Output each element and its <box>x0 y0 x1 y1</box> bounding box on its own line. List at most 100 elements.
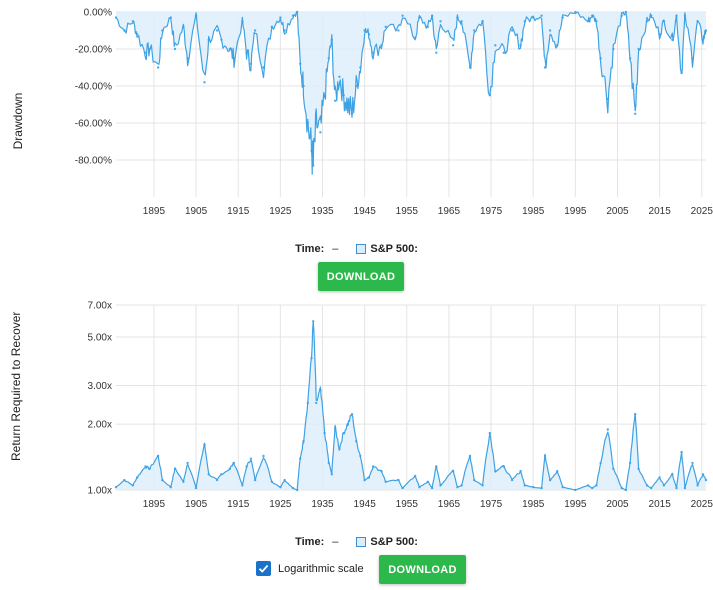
drawdown-data-point[interactable] <box>548 29 552 32</box>
drawdown-data-point[interactable] <box>380 44 383 47</box>
recover-data-point[interactable] <box>418 486 421 489</box>
drawdown-data-point[interactable] <box>350 112 354 116</box>
drawdown-data-point[interactable] <box>435 51 438 54</box>
drawdown-data-point[interactable] <box>675 14 678 17</box>
drawdown-data-point[interactable] <box>430 14 434 17</box>
log-scale-label[interactable]: Logarithmic scale <box>278 562 364 575</box>
drawdown-data-point[interactable] <box>418 16 421 19</box>
recover-data-point[interactable] <box>148 467 151 470</box>
recover-data-point[interactable] <box>662 484 666 487</box>
drawdown-data-point[interactable] <box>481 20 484 23</box>
recover-data-point[interactable] <box>283 478 286 482</box>
drawdown-legend-swatch[interactable] <box>356 244 367 254</box>
drawdown-data-point[interactable] <box>161 29 164 32</box>
recover-legend-series-label[interactable]: S&P 500: <box>370 536 418 548</box>
recover-data-point[interactable] <box>532 486 535 489</box>
recover-data-point[interactable] <box>397 478 400 482</box>
recover-data-point[interactable] <box>270 480 274 483</box>
recover-data-point[interactable] <box>306 401 309 405</box>
drawdown-data-point[interactable] <box>327 57 330 60</box>
recover-data-point[interactable] <box>591 486 594 490</box>
recover-data-point[interactable] <box>253 478 257 482</box>
recover-data-point[interactable] <box>144 465 147 468</box>
drawdown-data-point[interactable] <box>241 20 244 23</box>
recover-data-point[interactable] <box>186 461 189 465</box>
recover-data-point[interactable] <box>628 461 632 465</box>
drawdown-data-point[interactable] <box>228 47 231 51</box>
recover-data-point[interactable] <box>696 484 699 487</box>
recover-data-point[interactable] <box>414 474 417 478</box>
drawdown-data-point[interactable] <box>249 62 253 65</box>
drawdown-data-point[interactable] <box>384 25 387 28</box>
drawdown-data-point[interactable] <box>460 20 463 23</box>
drawdown-data-point[interactable] <box>342 94 345 97</box>
recover-data-point[interactable] <box>182 480 185 483</box>
drawdown-data-point[interactable] <box>612 47 615 51</box>
drawdown-data-point[interactable] <box>561 16 564 19</box>
recover-data-point[interactable] <box>135 476 139 479</box>
drawdown-data-point[interactable] <box>624 10 628 14</box>
drawdown-data-point[interactable] <box>599 57 602 60</box>
recover-legend-swatch[interactable] <box>356 537 367 547</box>
recover-data-point[interactable] <box>262 454 265 458</box>
drawdown-data-point[interactable] <box>606 97 609 101</box>
recover-data-point[interactable] <box>556 469 559 473</box>
recover-data-point[interactable] <box>371 465 375 468</box>
drawdown-data-point[interactable] <box>346 103 349 106</box>
drawdown-data-point[interactable] <box>359 66 362 69</box>
recover-data-point[interactable] <box>456 486 459 489</box>
drawdown-data-point[interactable] <box>253 29 257 32</box>
drawdown-data-point[interactable] <box>330 38 333 41</box>
recover-data-point[interactable] <box>232 461 236 465</box>
drawdown-data-point[interactable] <box>637 47 640 51</box>
drawdown-data-point[interactable] <box>543 66 547 69</box>
drawdown-data-point[interactable] <box>319 131 322 134</box>
recover-data-point[interactable] <box>650 486 653 490</box>
recover-data-point[interactable] <box>156 454 160 458</box>
drawdown-data-point[interactable] <box>658 33 661 36</box>
recover-data-point[interactable] <box>473 478 476 482</box>
drawdown-data-point[interactable] <box>144 51 147 54</box>
drawdown-data-point[interactable] <box>148 47 151 51</box>
drawdown-data-point[interactable] <box>662 20 666 23</box>
recover-data-point[interactable] <box>312 320 315 323</box>
drawdown-data-point[interactable] <box>595 20 598 23</box>
recover-data-point[interactable] <box>435 465 438 468</box>
drawdown-data-point[interactable] <box>468 66 472 69</box>
drawdown-data-point[interactable] <box>323 94 326 97</box>
recover-data-point[interactable] <box>701 473 705 476</box>
drawdown-data-point[interactable] <box>245 51 248 54</box>
drawdown-data-point[interactable] <box>296 10 299 14</box>
drawdown-data-point[interactable] <box>123 29 126 32</box>
drawdown-data-point[interactable] <box>279 16 282 19</box>
drawdown-data-point[interactable] <box>680 71 683 75</box>
drawdown-data-point[interactable] <box>456 16 459 19</box>
drawdown-data-point[interactable] <box>131 20 135 23</box>
recover-data-point[interactable] <box>502 465 505 468</box>
recover-data-point[interactable] <box>675 486 678 490</box>
drawdown-data-point[interactable] <box>363 29 366 32</box>
drawdown-data-point[interactable] <box>315 121 318 125</box>
recover-data-point[interactable] <box>510 478 514 482</box>
recover-data-point[interactable] <box>637 467 640 470</box>
recover-data-point[interactable] <box>350 413 354 416</box>
recover-data-point[interactable] <box>599 461 602 465</box>
recover-data-point[interactable] <box>451 469 455 473</box>
recover-data-point[interactable] <box>161 478 164 482</box>
recover-data-point[interactable] <box>574 488 577 492</box>
recover-data-point[interactable] <box>215 478 219 482</box>
recover-data-point[interactable] <box>346 422 349 426</box>
drawdown-data-point[interactable] <box>194 14 198 17</box>
recover-data-point[interactable] <box>330 473 333 476</box>
recover-data-point[interactable] <box>430 486 434 490</box>
drawdown-data-point[interactable] <box>620 14 623 17</box>
drawdown-data-point[interactable] <box>215 29 219 32</box>
drawdown-data-point[interactable] <box>312 164 315 167</box>
drawdown-series-line[interactable] <box>115 11 707 175</box>
drawdown-data-point[interactable] <box>203 81 206 84</box>
drawdown-data-point[interactable] <box>232 57 236 60</box>
recover-data-point[interactable] <box>595 484 598 487</box>
drawdown-data-point[interactable] <box>645 20 649 23</box>
drawdown-data-point[interactable] <box>488 94 491 97</box>
recover-data-point[interactable] <box>203 443 206 446</box>
